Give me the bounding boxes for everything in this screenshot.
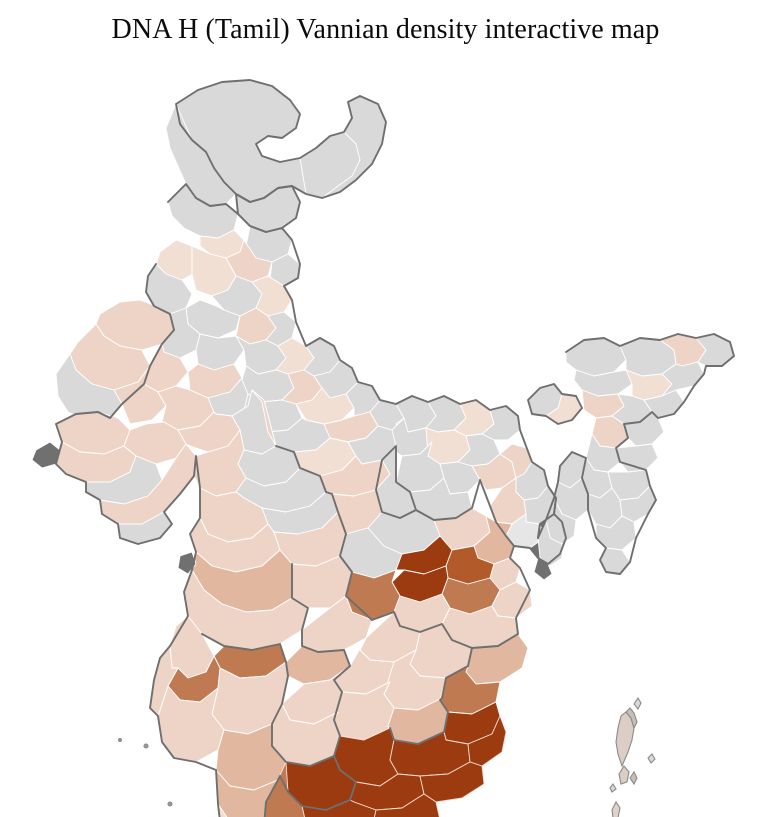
india-choropleth-svg[interactable]: [0, 52, 771, 817]
map-canvas[interactable]: [0, 52, 771, 817]
region-rajasthan[interactable]: [55, 299, 253, 431]
lakshadweep-islands[interactable]: [118, 738, 173, 807]
region-maharashtra[interactable]: [169, 511, 373, 685]
region-tamil-nadu[interactable]: [264, 715, 507, 817]
state-boundaries: [55, 79, 735, 817]
page-title: DNA H (Tamil) Vannian density interactiv…: [111, 14, 660, 45]
region-punjab-haryana[interactable]: [145, 239, 297, 347]
andaman-nicobar-islands[interactable]: [609, 696, 673, 817]
